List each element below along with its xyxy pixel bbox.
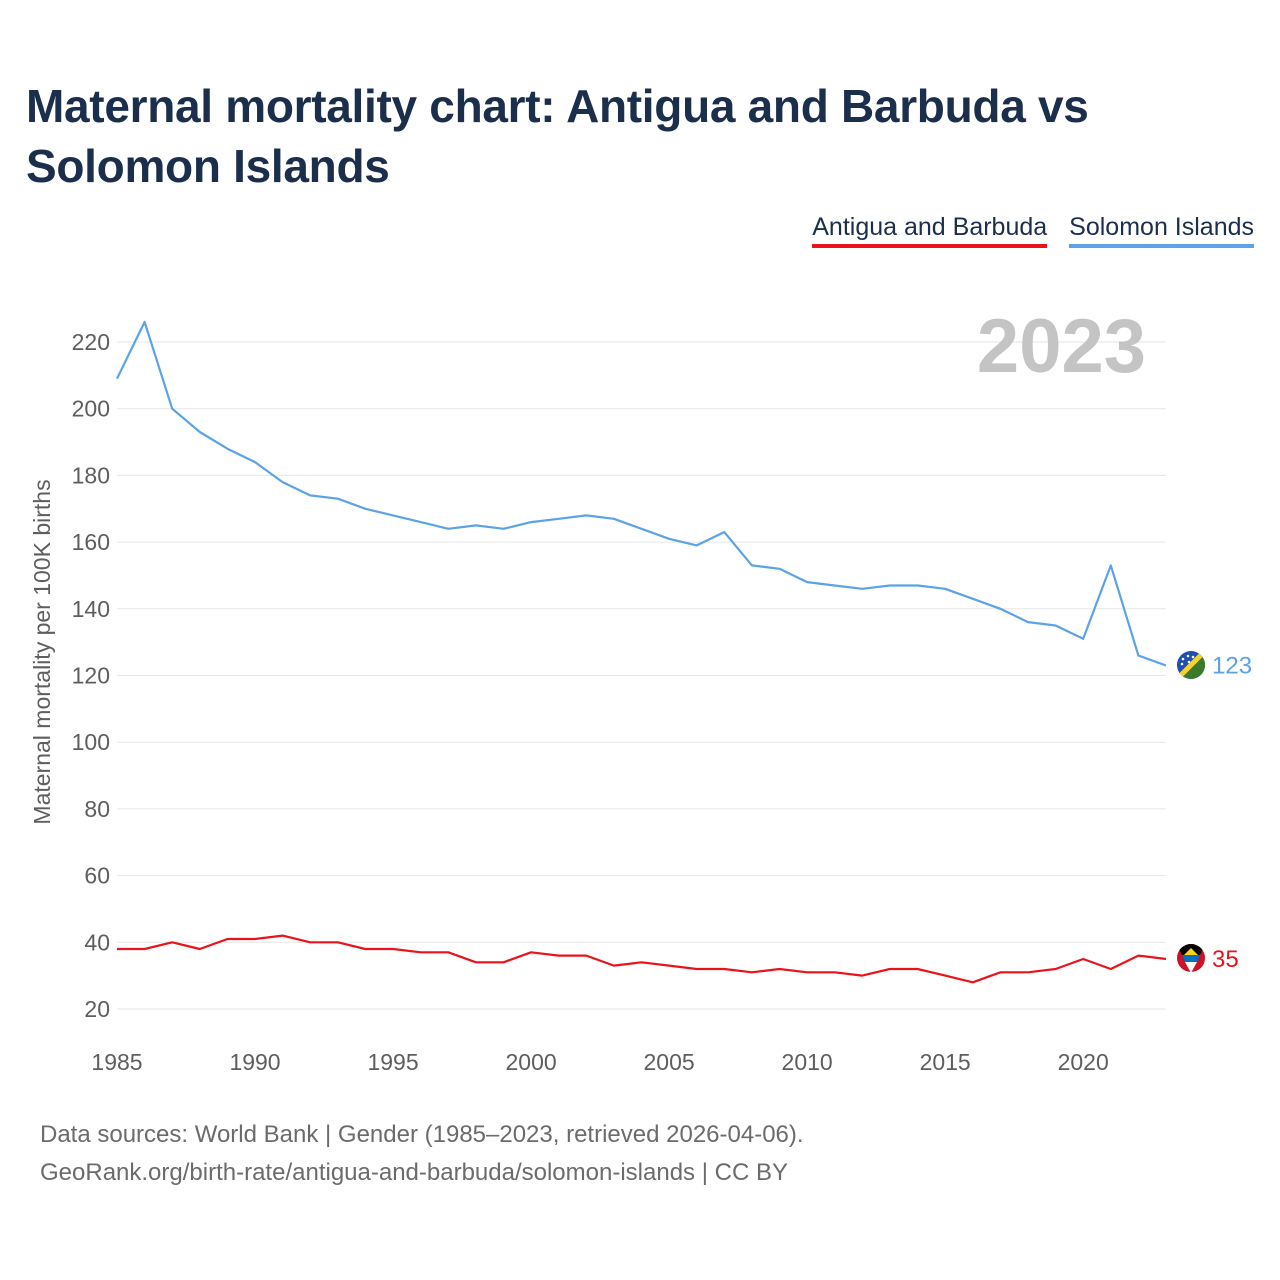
end-label-antigua-and-barbuda: 35 [1212, 946, 1239, 973]
y-tick-label: 100 [72, 729, 110, 755]
y-tick-label: 180 [72, 462, 110, 488]
legend: Antigua and Barbuda Solomon Islands [812, 212, 1254, 248]
y-axis-ticks: 20 40 60 80 100 120 140 160 180 200 220 [72, 329, 110, 1022]
y-tick-label: 40 [84, 929, 110, 955]
footer-source: Data sources: World Bank | Gender (1985–… [40, 1121, 804, 1148]
x-tick-label: 2015 [920, 1049, 971, 1075]
y-tick-label: 80 [84, 796, 110, 822]
footer: Data sources: World Bank | Gender (1985–… [40, 1116, 804, 1192]
antigua-and-barbuda-flag-icon [1177, 944, 1205, 972]
year-watermark: 2023 [977, 304, 1146, 389]
footer-attribution: GeoRank.org/birth-rate/antigua-and-barbu… [40, 1159, 788, 1186]
end-labels: 123 35 [1212, 652, 1252, 972]
y-tick-label: 20 [84, 996, 110, 1022]
series-line-solomon-islands [116, 320, 1167, 667]
x-tick-label: 1985 [91, 1049, 142, 1075]
x-tick-label: 2000 [505, 1049, 556, 1075]
y-tick-label: 60 [84, 863, 110, 889]
x-tick-label: 2010 [782, 1049, 833, 1075]
end-label-solomon-islands: 123 [1212, 652, 1252, 679]
x-tick-label: 1995 [367, 1049, 418, 1075]
legend-item-antigua-and-barbuda[interactable]: Antigua and Barbuda [812, 212, 1048, 248]
y-tick-label: 200 [72, 396, 110, 422]
y-tick-label: 160 [72, 529, 110, 555]
page-title: Maternal mortality chart: Antigua and Ba… [26, 80, 1089, 192]
legend-item-solomon-islands[interactable]: Solomon Islands [1069, 212, 1254, 248]
y-tick-label: 140 [72, 596, 110, 622]
x-axis-ticks: 1985 1990 1995 2000 2005 2010 2015 2020 [91, 1049, 1108, 1075]
y-tick-label: 220 [72, 329, 110, 355]
x-tick-label: 2020 [1058, 1049, 1109, 1075]
solomon-islands-flag-icon [1177, 651, 1205, 679]
x-tick-label: 1990 [229, 1049, 280, 1075]
series-line-antigua-and-barbuda [117, 934, 1167, 984]
x-tick-label: 2005 [644, 1049, 695, 1075]
gridlines [117, 341, 1166, 1010]
series-lines [116, 320, 1167, 984]
y-tick-label: 120 [72, 663, 110, 689]
y-axis-label: Maternal mortality per 100K births [29, 479, 55, 824]
